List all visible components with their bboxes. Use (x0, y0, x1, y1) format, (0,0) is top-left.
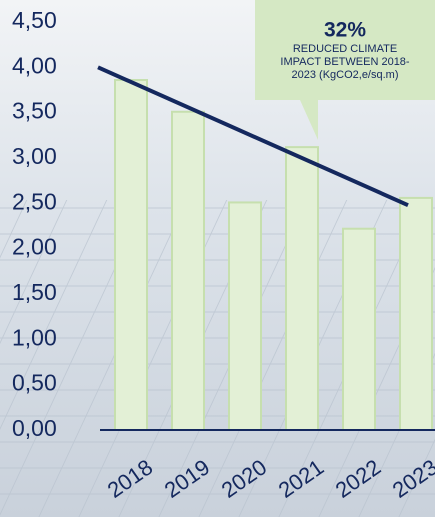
y-tick-label: 1,00 (12, 324, 57, 350)
y-tick-label: 2,50 (12, 188, 57, 214)
y-tick-label: 3,50 (12, 98, 57, 124)
y-tick-label: 4,00 (12, 52, 57, 78)
y-tick-label: 3,00 (12, 143, 57, 169)
y-tick-label: 1,50 (12, 279, 57, 305)
y-tick-label: 0,00 (12, 415, 57, 441)
bar (172, 112, 204, 430)
bar (343, 229, 375, 430)
annotation-text: 2023 (KgCO2,e/sq.m) (292, 69, 399, 81)
bar (229, 202, 261, 430)
bar (286, 147, 318, 430)
bar (115, 80, 147, 430)
annotation-headline: 32% (324, 19, 366, 42)
y-tick-label: 2,00 (12, 234, 57, 260)
chart: 0,00 0,50 1,00 1,50 2,00 2,50 3,00 3,50 4,00 4,50… (0, 0, 435, 517)
y-tick-label: 0,50 (12, 370, 57, 396)
bar (400, 198, 432, 430)
y-tick-label: 4,50 (12, 7, 57, 33)
annotation-text: REDUCED CLIMATE (293, 43, 397, 55)
annotation-text: IMPACT BETWEEN 2018- (280, 56, 410, 68)
